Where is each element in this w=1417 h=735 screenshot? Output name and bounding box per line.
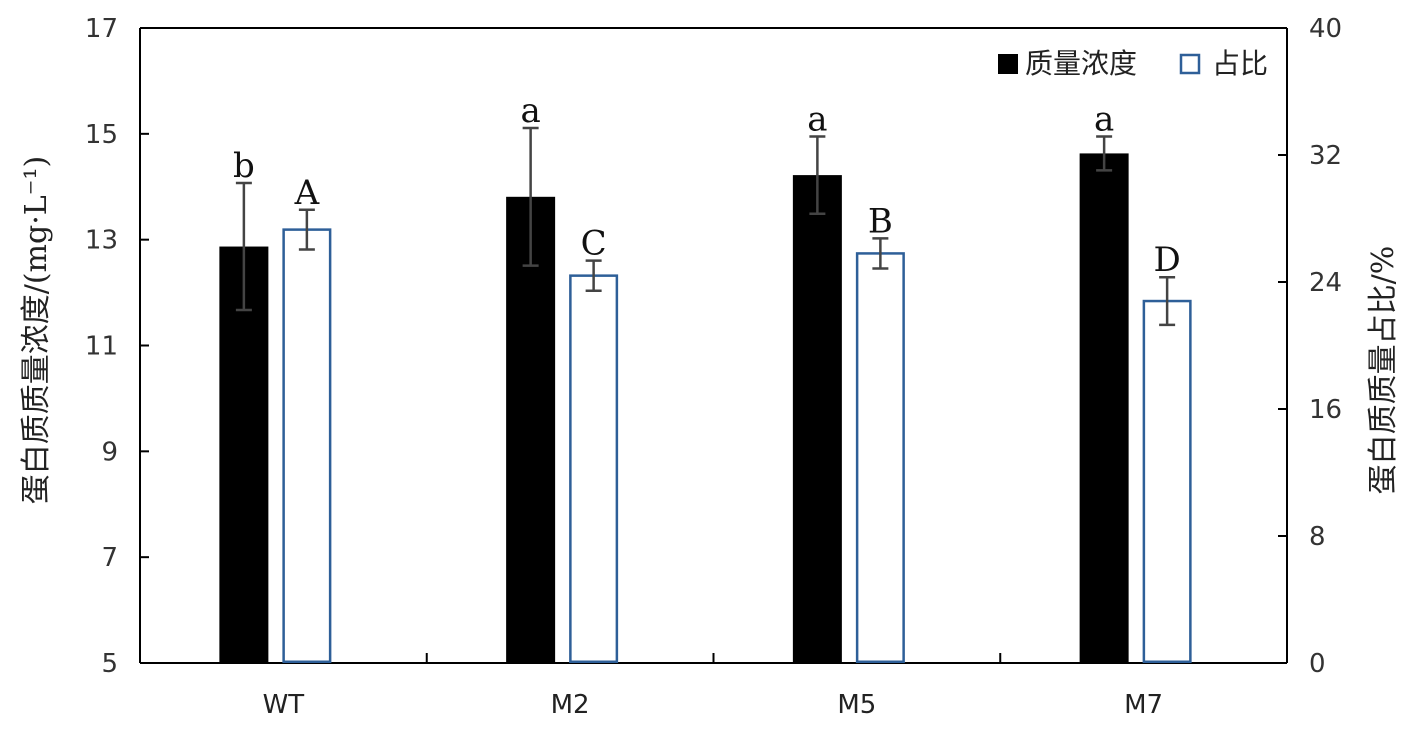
significance-label: C [581, 224, 607, 264]
y-left-tick-label: 7 [101, 543, 118, 573]
y-right-tick-label: 16 [1309, 395, 1342, 425]
bars [219, 153, 1192, 664]
bar-concentration [1079, 153, 1129, 663]
legend: 质量浓度 占比 [998, 47, 1268, 80]
legend-label-concentration: 质量浓度 [1025, 47, 1137, 80]
y-right-tick-label: 32 [1309, 141, 1342, 171]
y-right-tick-label: 0 [1309, 649, 1326, 679]
y-right-tick-label: 24 [1309, 268, 1342, 298]
significance-label: a [520, 91, 540, 131]
y-right-tick-label: 40 [1309, 14, 1342, 44]
y-left-tick-label: 5 [101, 649, 118, 679]
significance-label: a [807, 99, 827, 139]
x-category-label: M5 [837, 690, 876, 720]
y-axis-left-title: 蛋白质质量浓度/(mg·L⁻¹) [19, 156, 54, 505]
x-category-label: WT [263, 690, 305, 720]
y-left-tick-label: 9 [101, 437, 118, 467]
y-left-tick-label: 15 [85, 120, 118, 150]
error-bars [235, 126, 1176, 327]
legend-swatch-ratio [1179, 53, 1201, 75]
tick-labels: 5 7 9 11 13 15 17 0 8 16 24 32 40 WT M2 M5 M7 [85, 14, 1342, 720]
bar-concentration [219, 246, 269, 663]
legend-swatch-concentration [998, 54, 1018, 74]
significance-label: B [868, 201, 893, 241]
bar-ratio [569, 274, 619, 663]
y-left-tick-label: 17 [85, 14, 118, 44]
y-left-tick-label: 11 [85, 332, 118, 362]
bar-concentration [792, 175, 842, 663]
bar-ratio [282, 228, 332, 664]
bar-ratio [855, 252, 905, 664]
significance-label: b [233, 146, 255, 186]
legend-label-ratio: 占比 [1212, 47, 1268, 80]
significance-labels: b a a a A C B D [233, 91, 1181, 280]
bar-ratio [1142, 299, 1192, 663]
x-category-label: M2 [551, 690, 590, 720]
y-axis-right-title: 蛋白质质量占比/% [1366, 246, 1401, 495]
x-category-label: M7 [1124, 690, 1163, 720]
y-right-tick-label: 8 [1309, 522, 1326, 552]
significance-label: A [294, 173, 320, 213]
significance-label: D [1153, 240, 1180, 280]
y-left-tick-label: 13 [85, 226, 118, 256]
bar-concentration [506, 196, 556, 663]
significance-label: a [1094, 99, 1114, 139]
